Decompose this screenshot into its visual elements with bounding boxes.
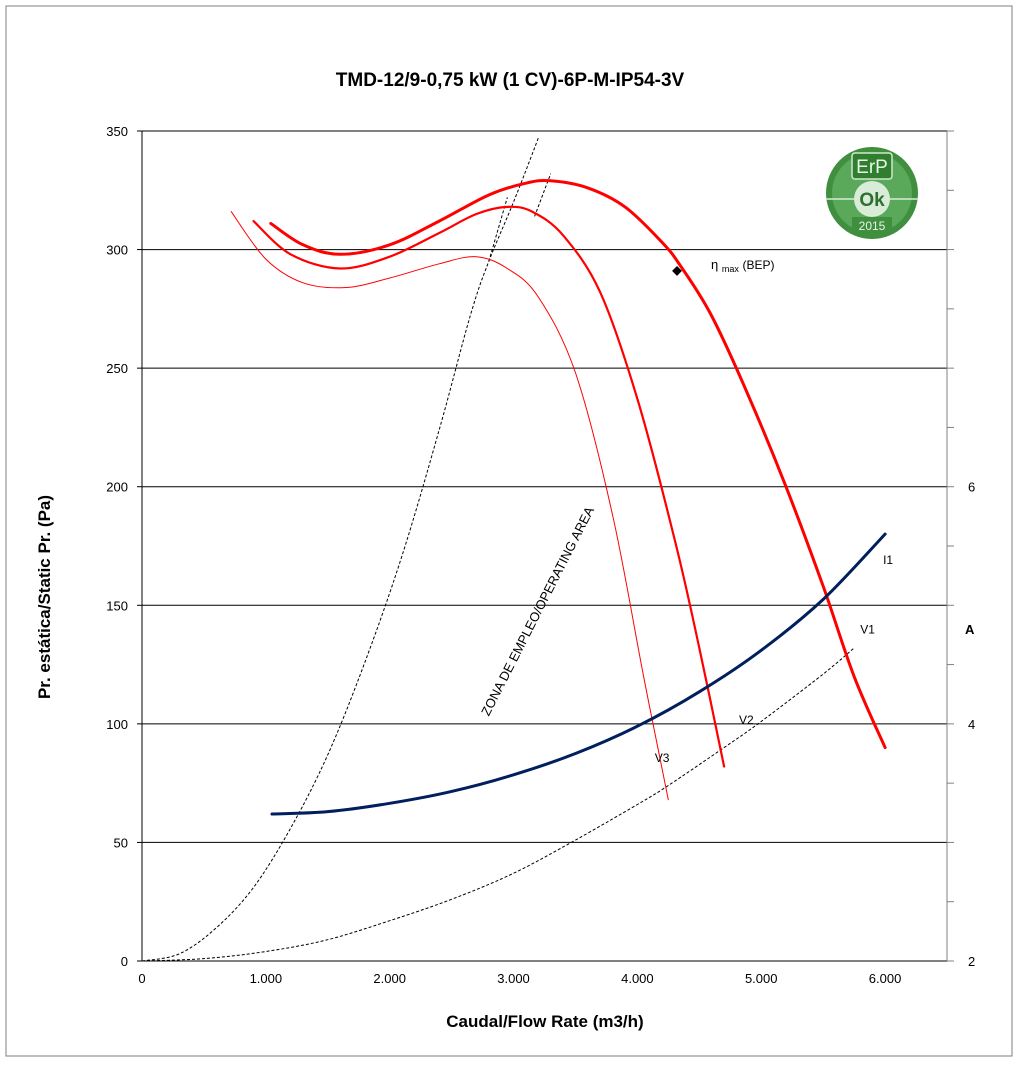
right-axis: 2 4 6 A	[965, 480, 975, 969]
bep-eta: η	[711, 257, 718, 272]
logo-top-text: ErP	[856, 157, 888, 178]
label-i1: I1	[883, 553, 893, 567]
bep-subscript: max	[722, 264, 740, 274]
right-tick-label: 4	[968, 717, 975, 732]
right-tick-label: 6	[968, 480, 975, 495]
x-tick-label: 3.000	[497, 971, 530, 986]
erp-ok-logo: ErP Ok 2015	[826, 147, 918, 239]
axes	[137, 130, 954, 962]
x-tick-label: 5.000	[745, 971, 778, 986]
right-tick-label: 2	[968, 954, 975, 969]
logo-middle-text: Ok	[859, 190, 885, 211]
right-axis-label: A	[965, 622, 975, 637]
logo-inner-circle	[854, 181, 890, 217]
curves	[230, 179, 887, 816]
y-tick-label: 0	[121, 954, 128, 969]
x-tick-label: 2.000	[373, 971, 406, 986]
y-tick-label: 350	[106, 124, 128, 139]
y-tick-label: 150	[106, 598, 128, 613]
bep-marker	[672, 265, 682, 276]
peak-connector	[534, 173, 552, 217]
bep-label: η max (BEP)	[711, 257, 775, 275]
logo-top-panel	[851, 152, 893, 180]
curve-v1	[269, 179, 887, 750]
operating-area-label: ZONA DE EMPLEO/OPERATING AREA	[478, 504, 597, 718]
bep-marker-group: η max (BEP)	[672, 257, 775, 276]
logo-bottom-text: 2015	[859, 219, 886, 233]
series-labels: V1 V2 V3 I1	[655, 553, 894, 765]
bep-text: (BEP)	[743, 258, 775, 272]
chart-border	[5, 5, 1013, 1057]
curve-v2	[252, 205, 726, 768]
label-v3: V3	[655, 751, 670, 765]
curve-v3	[230, 211, 669, 801]
y-tick-label: 250	[106, 361, 128, 376]
label-v2: V2	[739, 713, 754, 727]
x-axis-title: Caudal/Flow Rate (m3/h)	[446, 1012, 643, 1031]
chart-title: TMD-12/9-0,75 kW (1 CV)-6P-M-IP54-3V	[336, 70, 685, 91]
label-v1: V1	[860, 623, 875, 637]
x-tick-label: 4.000	[621, 971, 654, 986]
curve-i1	[270, 532, 887, 816]
boundary-left	[141, 137, 539, 962]
x-tick-labels: 0 1.000 2.000 3.000 4.000 5.000 6.000	[138, 971, 901, 986]
y-tick-label: 200	[106, 480, 128, 495]
y-tick-label: 300	[106, 243, 128, 258]
y-tick-label: 100	[106, 717, 128, 732]
x-tick-label: 6.000	[869, 971, 902, 986]
logo-bottom-panel	[852, 217, 892, 233]
gridlines	[142, 130, 947, 843]
y-tick-label: 50	[114, 835, 128, 850]
y-axis-title: Pr. estática/Static Pr. (Pa)	[35, 495, 54, 699]
x-tick-label: 1.000	[250, 971, 283, 986]
y-tick-labels: 0 50 100 150 200 250 300 350	[106, 124, 128, 969]
x-tick-label: 0	[138, 971, 145, 986]
